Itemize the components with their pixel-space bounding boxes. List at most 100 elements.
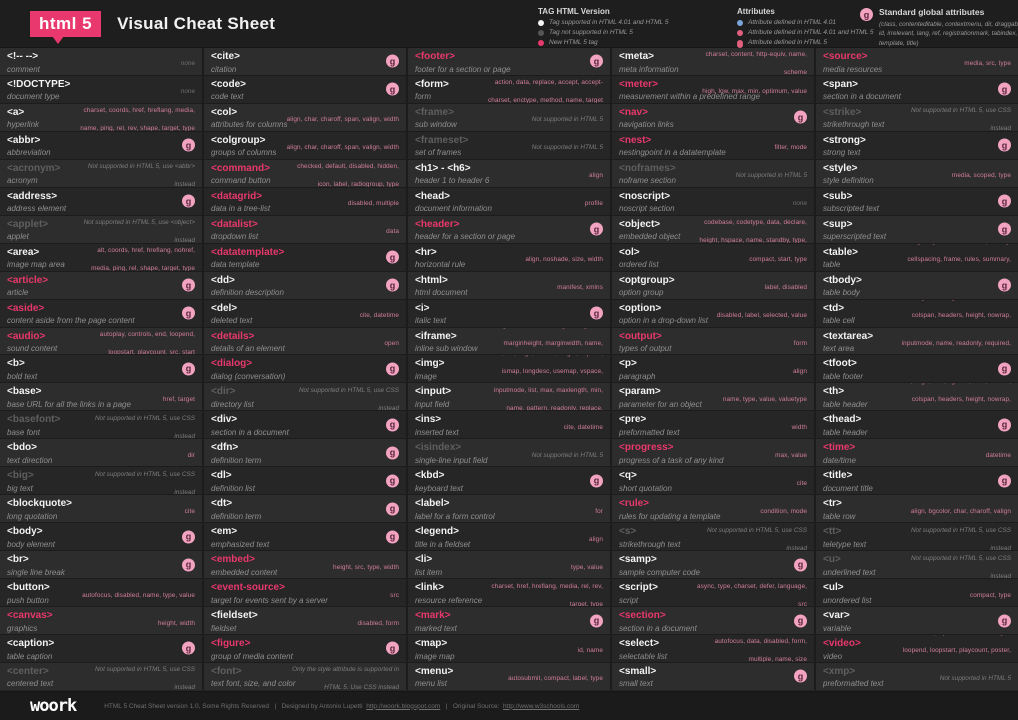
global-attrs-badge-icon: g [998,222,1011,236]
global-attrs-badge: g [80,306,195,320]
tag-description: ordered list [619,260,659,270]
tag-description: form [415,92,431,102]
tag-name: <input> [415,386,452,398]
attribute-list: datetime [985,451,1011,459]
tag-row: <figure> group of media content g [204,635,406,662]
tag-description: header 1 to header 6 [415,176,490,186]
tag-description: media resources [823,64,883,74]
tag-row: <progress> progress of a task of any kind… [612,439,814,467]
attribute-list: height, src, type, width [333,563,399,571]
tag-attributes: align, bgcolor, border, cellpadding, cel… [896,244,1011,271]
tag-name: <body> [7,526,43,538]
tag-attributes: align [488,164,603,182]
tag-description: teletype text [823,539,867,549]
attribute-list: cite [796,479,807,487]
tag-attributes: for [488,500,603,518]
tag-row: <option> option in a drop-down list disabl… [612,299,814,327]
tag-name: <progress> [619,442,674,454]
legend-item: Tag not supported in HTML 5 [538,29,668,36]
tag-row: <strike> strikethrough text Not supported … [816,103,1018,131]
support-note: Not supported in HTML 5, use CSS instead [896,104,1011,130]
tag-attributes: accept, align, alt, autocomplete, autofo… [488,383,603,410]
tag-row: <output> types of output form [612,327,814,355]
attribute-list: condition, mode [760,507,807,515]
tag-name: <abbr> [7,134,41,146]
support-note-text: Not supported in HTML 5, use CSS instead [910,554,1011,579]
tag-name: <ol> [619,246,640,258]
tag-description: single-line input field [415,455,488,465]
tag-row: <thead> table header g [816,411,1018,439]
global-attrs-badge-icon: g [590,474,603,488]
tag-description: target for events sent by a server [211,595,328,605]
tag-description: nestingpoint in a datatemplate [619,148,726,158]
tag-attributes: cite [80,500,195,518]
global-attrs-badge: g [488,614,603,628]
tag-name: <isindex> [415,442,462,454]
tag-row: <acronym> acronym Not supported in HTML 5,… [0,159,202,187]
global-attrs-badge-icon: g [998,82,1011,96]
attribute-list: action, data, replace, accept, accept-ch… [488,79,603,103]
global-attrs-badge: g [896,194,1011,208]
attribute-list: name, type, value, valuetype [722,395,807,403]
tag-name: <select> [619,638,660,650]
attribute-list: compact, type [969,591,1011,599]
footer-source-link[interactable]: http://www.w3schools.com [503,702,580,710]
tag-description: text font, size, and color [211,679,296,689]
column-5: <source> media resources media, src, type <… [816,48,1018,690]
global-attrs-badge-icon: g [860,8,873,21]
tag-row: <center> centered text Not supported in HT… [0,662,202,690]
global-attrs-badge: g [692,614,807,628]
tag-description: strikethrough text [823,120,885,130]
tag-name: <sup> [823,218,853,230]
tag-attributes: type, value [488,556,603,574]
white-dot-icon [538,19,544,26]
tag-description: header for a section or page [415,232,516,242]
tag-name: <center> [7,665,49,677]
tag-name: <meter> [619,78,658,90]
global-attrs-badge-icon: g [998,278,1011,292]
tag-attributes: compact, type [896,584,1011,602]
tag-name: <form> [415,78,449,90]
global-attrs-badge: g [80,530,195,544]
tag-row: <samp> sample computer code g [612,551,814,579]
support-note-text: Not supported in HTML 5, use CSS instead [94,470,195,495]
tag-name: <map> [415,638,448,650]
tag-row: <font> text font, size, and color Only the… [204,662,406,690]
tag-name: <fieldset> [211,610,258,622]
tag-row: <p> paragraph align [612,355,814,383]
tag-description: footer for a section or page [415,64,511,74]
tag-name: <html> [415,274,448,286]
global-attrs-badge-icon: g [590,222,603,236]
tag-row: <caption> table caption g [0,635,202,662]
attribute-list: async, type, charset, defer, language, s… [696,582,807,607]
tag-row: <event-source> target for events sent by … [204,579,406,607]
tag-name: <figure> [211,638,251,650]
tag-row: <br> single line break g [0,551,202,579]
tag-description: data template [211,260,260,270]
support-note-text: Not supported in HTML 5, use <abbr> inst… [87,163,195,187]
tag-name: <ins> [415,414,442,426]
global-attrs-badge-icon: g [794,669,807,683]
tag-attributes: align, char, charoff, span, valign, widt… [284,136,399,154]
footer-separator: | [445,702,448,710]
none-label: none [180,88,195,96]
tag-description: push button [7,595,49,605]
support-note: Not supported in HTML 5, use CSS instead [80,411,195,438]
tag-attributes: filter, mode [692,136,807,154]
tag-name: <event-source> [211,582,285,594]
global-attrs-badge: g [896,474,1011,488]
legend-item: Attribute defined in HTML 4.01 and HTML … [737,29,874,36]
global-attrs-badge-icon: g [998,474,1011,488]
support-note: Not supported in HTML 5, use CSS instead [692,523,807,550]
legend-item: Tag supported in HTML 4.01 and HTML 5 [538,19,668,26]
footer-blog-link[interactable]: http://woork.blogspot.com [366,702,441,710]
tag-name: <dt> [211,498,233,510]
no-attributes-label: none [692,192,807,210]
tag-attributes: dir [80,444,195,462]
support-note-text: Not supported in HTML 5, use CSS instead [298,386,399,411]
tag-row: <div> section in a document g [204,411,406,439]
tag-description: section in a document [619,623,697,633]
tag-name: <iframe> [415,330,457,342]
tag-row: <canvas> graphics height, width [0,607,202,635]
tag-row: <video>video autoplay, controls, end, hei… [816,635,1018,662]
